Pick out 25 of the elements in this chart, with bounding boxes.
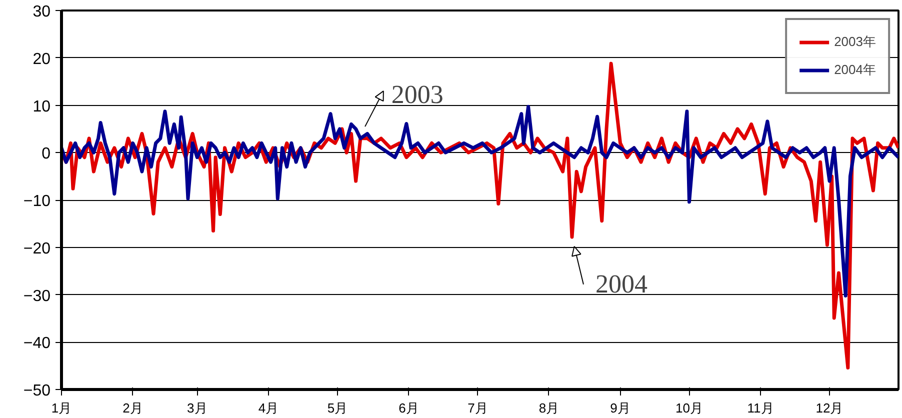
- annotation: 2003: [391, 80, 444, 110]
- legend-label: 2004年: [834, 61, 876, 79]
- x-tick-label: 1月: [51, 400, 72, 416]
- y-tick-label: 20: [32, 50, 51, 68]
- x-tick-label: 8月: [538, 400, 560, 416]
- x-tick-label: 3月: [187, 400, 208, 416]
- x-tick-label: 2月: [122, 400, 143, 416]
- legend-label: 2003年: [834, 33, 876, 51]
- y-tick-label: −50: [23, 382, 51, 400]
- y-tick-label: 0: [42, 146, 51, 163]
- y-tick-label: −20: [23, 240, 51, 258]
- x-tick-label: 10月: [676, 400, 703, 416]
- x-tick-label: 9月: [610, 400, 630, 416]
- annotation: 2004: [595, 269, 648, 298]
- y-tick-label: −40: [23, 335, 51, 352]
- x-tick-label: 11月: [747, 400, 774, 416]
- x-tick-label: 5月: [327, 400, 348, 416]
- x-tick-label: 4月: [258, 400, 279, 416]
- x-tick-label: 12月: [816, 400, 844, 416]
- y-tick-label: −10: [23, 193, 51, 210]
- y-tick-label: 10: [32, 98, 51, 116]
- x-tick-label: 6月: [398, 400, 419, 416]
- y-tick-label: −30: [23, 288, 51, 305]
- x-tick-label: 7月: [468, 400, 488, 416]
- y-tick-label: 30: [32, 4, 51, 20]
